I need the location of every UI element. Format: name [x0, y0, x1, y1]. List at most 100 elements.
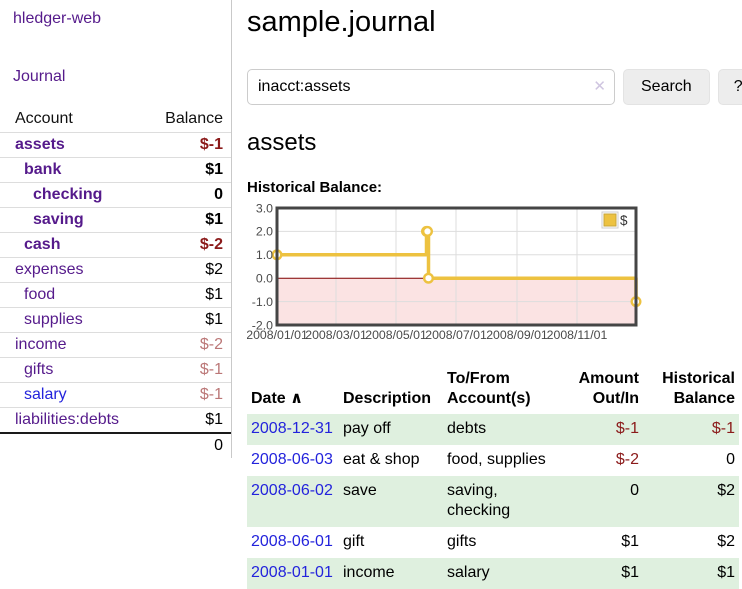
sidebar-account-expenses[interactable]: expenses [15, 261, 84, 278]
account-row: expenses $2 [0, 257, 231, 283]
account-heading: assets [247, 129, 317, 156]
register-balance: $2 [717, 481, 735, 499]
sidebar-account-cash[interactable]: cash [24, 236, 61, 253]
register-amount: $-1 [615, 420, 639, 437]
sidebar: hledger-web Journal Account Balance asse… [0, 0, 232, 458]
register-date-link[interactable]: 2008-06-03 [251, 450, 333, 468]
register-amount: 0 [630, 481, 639, 499]
svg-text:-1.0: -1.0 [252, 295, 273, 309]
register-balance: $1 [717, 563, 735, 581]
main-content: sample.journal ✕ Search ? assets Histori… [232, 0, 742, 589]
register-date-link[interactable]: 2008-01-01 [251, 563, 333, 581]
table-row: 2008-06-03 eat & shop food, supplies $-2 0 [247, 445, 739, 476]
sidebar-account-salary[interactable]: salary [24, 386, 67, 403]
register-description: save [343, 481, 377, 499]
register-amount: $1 [621, 563, 639, 581]
svg-text:2008/05/01: 2008/05/01 [365, 328, 427, 342]
account-balance: 0 [214, 186, 223, 203]
sidebar-account-saving[interactable]: saving [33, 211, 84, 228]
svg-text:2008/11/01: 2008/11/01 [547, 328, 608, 342]
register-header-description[interactable]: Description [343, 390, 432, 407]
accounts-header-row: Account Balance [0, 107, 231, 133]
search-form: ✕ Search ? [247, 69, 742, 105]
sidebar-account-assets[interactable]: assets [15, 136, 65, 153]
svg-text:2008/09/01: 2008/09/01 [486, 328, 548, 342]
account-balance: $1 [205, 211, 223, 228]
search-input-wrap: ✕ [247, 69, 615, 105]
register-accounts: saving, checking [447, 481, 511, 520]
account-row: food $1 [0, 282, 231, 308]
account-balance: $-1 [199, 386, 223, 403]
page-title: sample.journal [247, 6, 436, 38]
account-row: checking 0 [0, 182, 231, 208]
account-balance: $1 [205, 411, 223, 428]
register-balance: 0 [726, 450, 735, 468]
search-button[interactable]: Search [623, 69, 710, 105]
account-balance: $-1 [199, 361, 223, 378]
register-amount: $1 [621, 533, 639, 551]
svg-text:2.0: 2.0 [256, 225, 273, 239]
account-row: salary $-1 [0, 382, 231, 408]
table-row: 2008-06-02 save saving, checking 0 $2 [247, 475, 739, 528]
register-date-link[interactable]: 2008-06-01 [251, 533, 333, 551]
account-row: bank $1 [0, 157, 231, 183]
search-input[interactable] [247, 69, 615, 105]
register-description: pay off [343, 420, 391, 437]
brand-link[interactable]: hledger-web [13, 10, 102, 27]
account-balance: $1 [205, 311, 223, 328]
account-row: cash $-2 [0, 232, 231, 258]
register-accounts: salary [447, 563, 490, 581]
register-accounts: debts [447, 420, 487, 437]
account-row: liabilities:debts $1 [0, 407, 231, 434]
svg-text:$: $ [620, 213, 628, 228]
balance-chart: $3.0 2.0 1.0 0.0 -1.0 -2.0 2008/01/01 2008/03/0… [247, 204, 742, 347]
account-balance: $-2 [199, 336, 223, 353]
register-table-body: 2008-12-31 pay off debts $-1 $-1 2008-06-03 ea… [247, 414, 739, 589]
register-balance: $2 [717, 533, 735, 551]
accounts-total-row: 0 [0, 432, 231, 458]
register-header-accounts[interactable]: To/From Account(s) [447, 370, 531, 407]
account-row: supplies $1 [0, 307, 231, 333]
sort-ascending-icon: ∧ [290, 390, 304, 407]
chart-title: Historical Balance: [247, 179, 383, 196]
svg-text:0.0: 0.0 [256, 272, 273, 286]
sidebar-account-checking[interactable]: checking [33, 186, 103, 203]
sidebar-account-liabilities-debts[interactable]: liabilities:debts [15, 411, 120, 428]
account-row: gifts $-1 [0, 357, 231, 383]
register-header-balance[interactable]: Historical Balance [662, 370, 735, 407]
account-balance: $1 [205, 161, 223, 178]
sidebar-account-gifts[interactable]: gifts [24, 361, 54, 378]
register-table: Date ∧ Description To/From Account(s) Am… [247, 367, 739, 589]
account-row: saving $1 [0, 207, 231, 233]
accounts-header-balance: Balance [165, 110, 223, 127]
sidebar-account-food[interactable]: food [24, 286, 56, 303]
register-balance: $-1 [711, 420, 735, 437]
register-header-date-label: Date [251, 390, 286, 407]
register-description: eat & shop [343, 450, 420, 468]
sidebar-account-income[interactable]: income [15, 336, 67, 353]
register-date-link[interactable]: 2008-06-02 [251, 481, 333, 499]
register-amount: $-2 [615, 450, 639, 468]
accounts-table-body: assets $-1 bank $1 checking 0 saving $1 cash $-2 e… [0, 132, 231, 434]
help-button[interactable]: ? [717, 69, 742, 105]
register-header-date[interactable]: Date ∧ [247, 367, 339, 414]
clear-search-icon[interactable]: ✕ [593, 78, 606, 95]
svg-text:2008/01/01: 2008/01/01 [247, 328, 308, 342]
accounts-total-spacer [0, 432, 147, 458]
svg-text:3.0: 3.0 [256, 204, 273, 215]
table-row: 2008-06-01 gift gifts $1 $2 [247, 527, 739, 558]
account-balance: $2 [205, 261, 223, 278]
sidebar-account-supplies[interactable]: supplies [24, 311, 83, 328]
sidebar-item-journal[interactable]: Journal [13, 68, 66, 85]
table-row: 2008-12-31 pay off debts $-1 $-1 [247, 414, 739, 445]
table-row: 2008-01-01 income salary $1 $1 [247, 557, 739, 589]
accounts-total-value: 0 [146, 432, 231, 458]
register-header-row: Date ∧ Description To/From Account(s) Am… [247, 367, 739, 414]
register-accounts: food, supplies [447, 450, 546, 468]
register-header-amount[interactable]: Amount Out/In [578, 370, 639, 407]
svg-text:-2.0: -2.0 [252, 318, 273, 332]
register-date-link[interactable]: 2008-12-31 [251, 420, 333, 437]
sidebar-account-bank[interactable]: bank [24, 161, 62, 178]
register-accounts: gifts [447, 533, 477, 551]
